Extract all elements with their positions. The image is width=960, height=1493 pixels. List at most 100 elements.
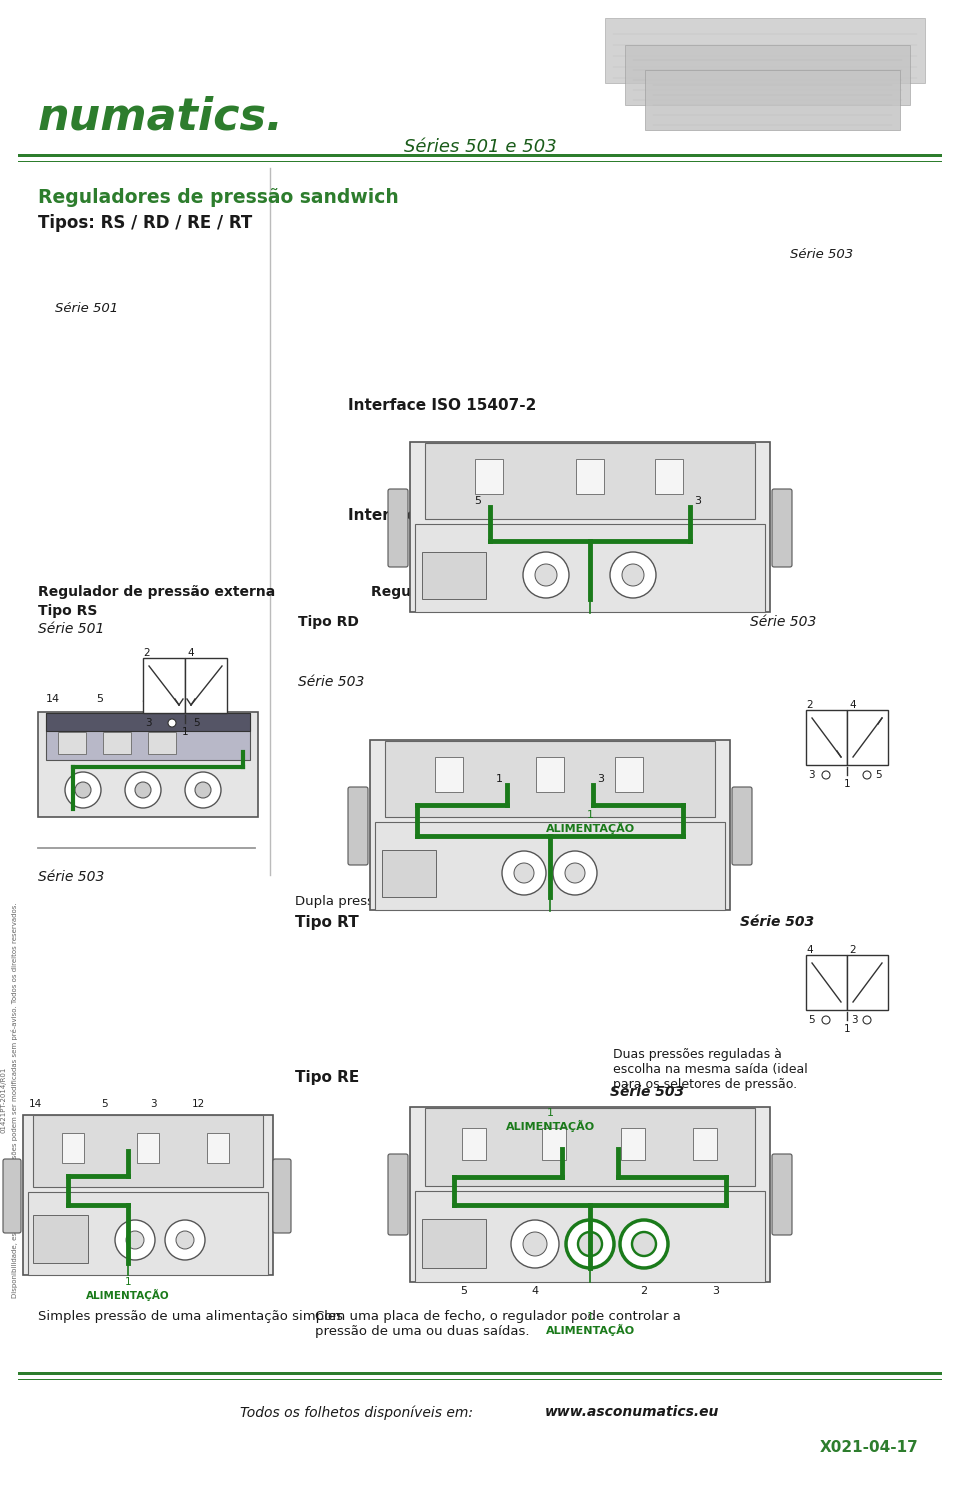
Bar [693, 1129, 717, 1160]
Text: Tipo RD: Tipo RD [298, 615, 359, 629]
Bar [185, 658, 227, 714]
Text: 5: 5 [808, 1015, 815, 1026]
Text: Tipo RS: Tipo RS [38, 605, 97, 618]
Bar [806, 711, 847, 764]
Circle shape [523, 552, 569, 599]
Text: 3: 3 [150, 1099, 156, 1109]
Text: Interface caudal elevado: Interface caudal elevado [348, 508, 561, 523]
Bar [18, 154, 942, 157]
Bar [28, 1191, 268, 1275]
Bar [375, 823, 725, 911]
Text: 1: 1 [587, 811, 593, 820]
FancyBboxPatch shape [732, 787, 752, 864]
Text: Tipos: RS / RD / RE / RT: Tipos: RS / RD / RE / RT [38, 213, 252, 231]
Text: X021-04-17: X021-04-17 [820, 1441, 919, 1456]
Text: Séries 501 e 503: Séries 501 e 503 [403, 137, 557, 155]
Text: 1: 1 [125, 1277, 132, 1287]
FancyBboxPatch shape [388, 490, 408, 567]
Circle shape [126, 1232, 144, 1250]
Circle shape [553, 851, 597, 894]
Text: 12: 12 [191, 1099, 204, 1109]
Bar [58, 732, 86, 754]
Text: 3: 3 [694, 496, 702, 506]
Text: 1: 1 [844, 779, 851, 788]
Bar [207, 1133, 229, 1163]
Bar [536, 757, 564, 791]
Bar [385, 741, 715, 817]
Bar [137, 1133, 159, 1163]
Circle shape [511, 1220, 559, 1268]
Circle shape [75, 782, 91, 797]
Text: 4: 4 [806, 945, 812, 956]
Bar [655, 458, 683, 494]
Text: ALIMENTAÇÃO: ALIMENTAÇÃO [86, 1288, 170, 1300]
Text: 2: 2 [640, 1285, 648, 1296]
Text: Reguladores de pressão sandwich: Reguladores de pressão sandwich [38, 188, 398, 208]
Text: Com uma placa de fecho, o regulador pode controlar a
pressão de uma ou duas saíd: Com uma placa de fecho, o regulador pode… [315, 1309, 681, 1338]
Text: 5: 5 [96, 694, 103, 705]
Text: Dupla pressão de uma alimentação simples: Dupla pressão de uma alimentação simples [295, 894, 587, 908]
Bar [425, 443, 755, 520]
FancyBboxPatch shape [273, 1159, 291, 1233]
Text: 5: 5 [875, 770, 881, 779]
Bar [148, 732, 176, 754]
Text: Série 503: Série 503 [790, 248, 853, 261]
Text: Série 503: Série 503 [610, 1085, 684, 1099]
Bar [23, 1115, 273, 1275]
Bar [847, 711, 888, 764]
Bar [410, 1106, 770, 1282]
Bar [435, 757, 463, 791]
Bar [143, 658, 185, 714]
Text: Duas pressões reguladas à
escolha na mesma saída (ideal
para os seletores de pre: Duas pressões reguladas à escolha na mes… [613, 1048, 807, 1091]
Circle shape [502, 851, 546, 894]
Bar [18, 1372, 942, 1375]
Circle shape [65, 772, 101, 808]
Bar [46, 714, 250, 760]
Circle shape [822, 1017, 830, 1024]
FancyBboxPatch shape [348, 787, 368, 864]
Text: 14: 14 [46, 694, 60, 705]
Bar [462, 1129, 486, 1160]
Text: numatics.: numatics. [38, 96, 284, 137]
Text: 1: 1 [181, 727, 188, 738]
Text: Série 503: Série 503 [750, 615, 816, 629]
Text: 2: 2 [806, 700, 812, 711]
Text: Série 501: Série 501 [38, 623, 105, 636]
Circle shape [566, 1220, 614, 1268]
Circle shape [622, 564, 644, 585]
Bar [422, 552, 486, 599]
Text: Regulador de pressão externa: Regulador de pressão externa [38, 585, 276, 599]
Bar [475, 458, 503, 494]
Text: Interface ISO 15407-2: Interface ISO 15407-2 [348, 399, 537, 414]
Bar [33, 1115, 263, 1187]
Text: 3: 3 [141, 694, 148, 705]
Text: 3: 3 [808, 770, 815, 779]
Circle shape [523, 1232, 547, 1256]
Text: 01421PT-2014/R01
Disponibilidade, especificações e dimensões podem ser modificad: 01421PT-2014/R01 Disponibilidade, especi… [0, 902, 18, 1297]
FancyBboxPatch shape [3, 1159, 21, 1233]
Bar [103, 732, 131, 754]
Circle shape [822, 770, 830, 779]
Bar [806, 956, 847, 1009]
Circle shape [632, 1232, 656, 1256]
Bar [370, 741, 730, 911]
FancyBboxPatch shape [388, 1154, 408, 1235]
Bar [605, 18, 925, 84]
Bar [382, 850, 436, 897]
Text: Todos os folhetos disponíveis em:: Todos os folhetos disponíveis em: [240, 1405, 477, 1420]
Circle shape [535, 564, 557, 585]
Text: Tipo RT: Tipo RT [295, 915, 359, 930]
Circle shape [115, 1220, 155, 1260]
Circle shape [135, 782, 151, 797]
Text: 1: 1 [587, 1312, 593, 1321]
Text: ALIMENTAÇÃO: ALIMENTAÇÃO [505, 1120, 594, 1132]
Bar [46, 714, 250, 732]
Circle shape [578, 1232, 602, 1256]
Circle shape [565, 863, 585, 882]
Text: Série 503: Série 503 [298, 675, 365, 688]
Text: www.asconumatics.eu: www.asconumatics.eu [545, 1405, 719, 1418]
Text: 3: 3 [145, 718, 152, 729]
Text: 5: 5 [102, 1099, 108, 1109]
Text: 4: 4 [187, 648, 194, 658]
Bar [615, 757, 643, 791]
